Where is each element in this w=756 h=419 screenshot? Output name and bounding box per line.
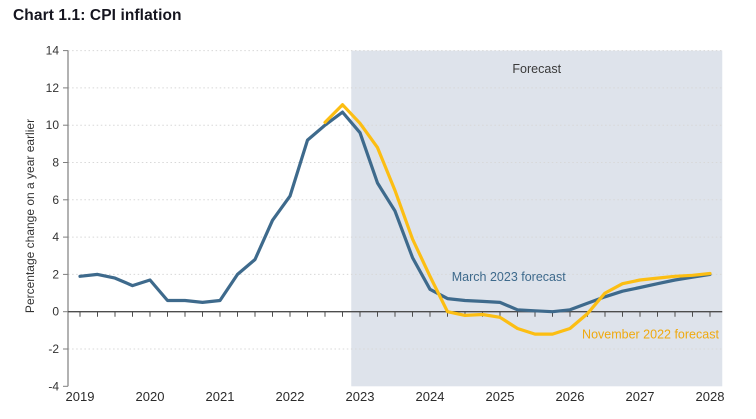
x-axis-year-label: 2022 <box>276 389 305 404</box>
y-axis-tick-label: 8 <box>52 156 59 170</box>
x-axis: 2019 2020 2021 2022 2023 2024 2025 2026 2027 2028 <box>66 311 725 404</box>
annotation-forecast: Forecast <box>512 62 561 76</box>
y-axis: -4 -2 0 2 4 6 8 10 12 14 <box>46 44 69 393</box>
chart-title: Chart 1.1: CPI inflation <box>13 7 182 24</box>
x-axis-year-label: 2027 <box>626 389 655 404</box>
forecast-region <box>351 50 723 387</box>
x-axis-year-label: 2028 <box>696 389 725 404</box>
y-axis-tick-label: 2 <box>52 267 59 281</box>
y-axis-title: Percentage change on a year earlier <box>23 119 37 313</box>
x-axis-year-label: 2019 <box>66 389 95 404</box>
x-axis-year-label: 2023 <box>346 389 375 404</box>
x-axis-year-label: 2024 <box>416 389 445 404</box>
x-axis-year-label: 2020 <box>136 389 165 404</box>
y-axis-tick-label: 14 <box>46 44 60 58</box>
series-line-november-2022-forecast <box>323 103 712 336</box>
series-line-march-2023-forecast <box>78 110 712 314</box>
x-axis-year-label: 2025 <box>486 389 515 404</box>
y-axis-tick-label: -4 <box>48 379 59 393</box>
y-axis-tick-label: 6 <box>52 193 59 207</box>
annotation-november-2022-forecast: November 2022 forecast <box>582 328 719 342</box>
y-axis-tick-label: 10 <box>46 118 60 132</box>
y-axis-tick-label: 12 <box>46 81 60 95</box>
x-axis-year-label: 2026 <box>556 389 585 404</box>
x-axis-year-label: 2021 <box>206 389 235 404</box>
annotation-march-2023-forecast: March 2023 forecast <box>452 270 566 284</box>
y-axis-tick-label: 0 <box>52 305 59 319</box>
y-axis-tick-label: -2 <box>48 342 59 356</box>
y-axis-tick-label: 4 <box>52 230 59 244</box>
